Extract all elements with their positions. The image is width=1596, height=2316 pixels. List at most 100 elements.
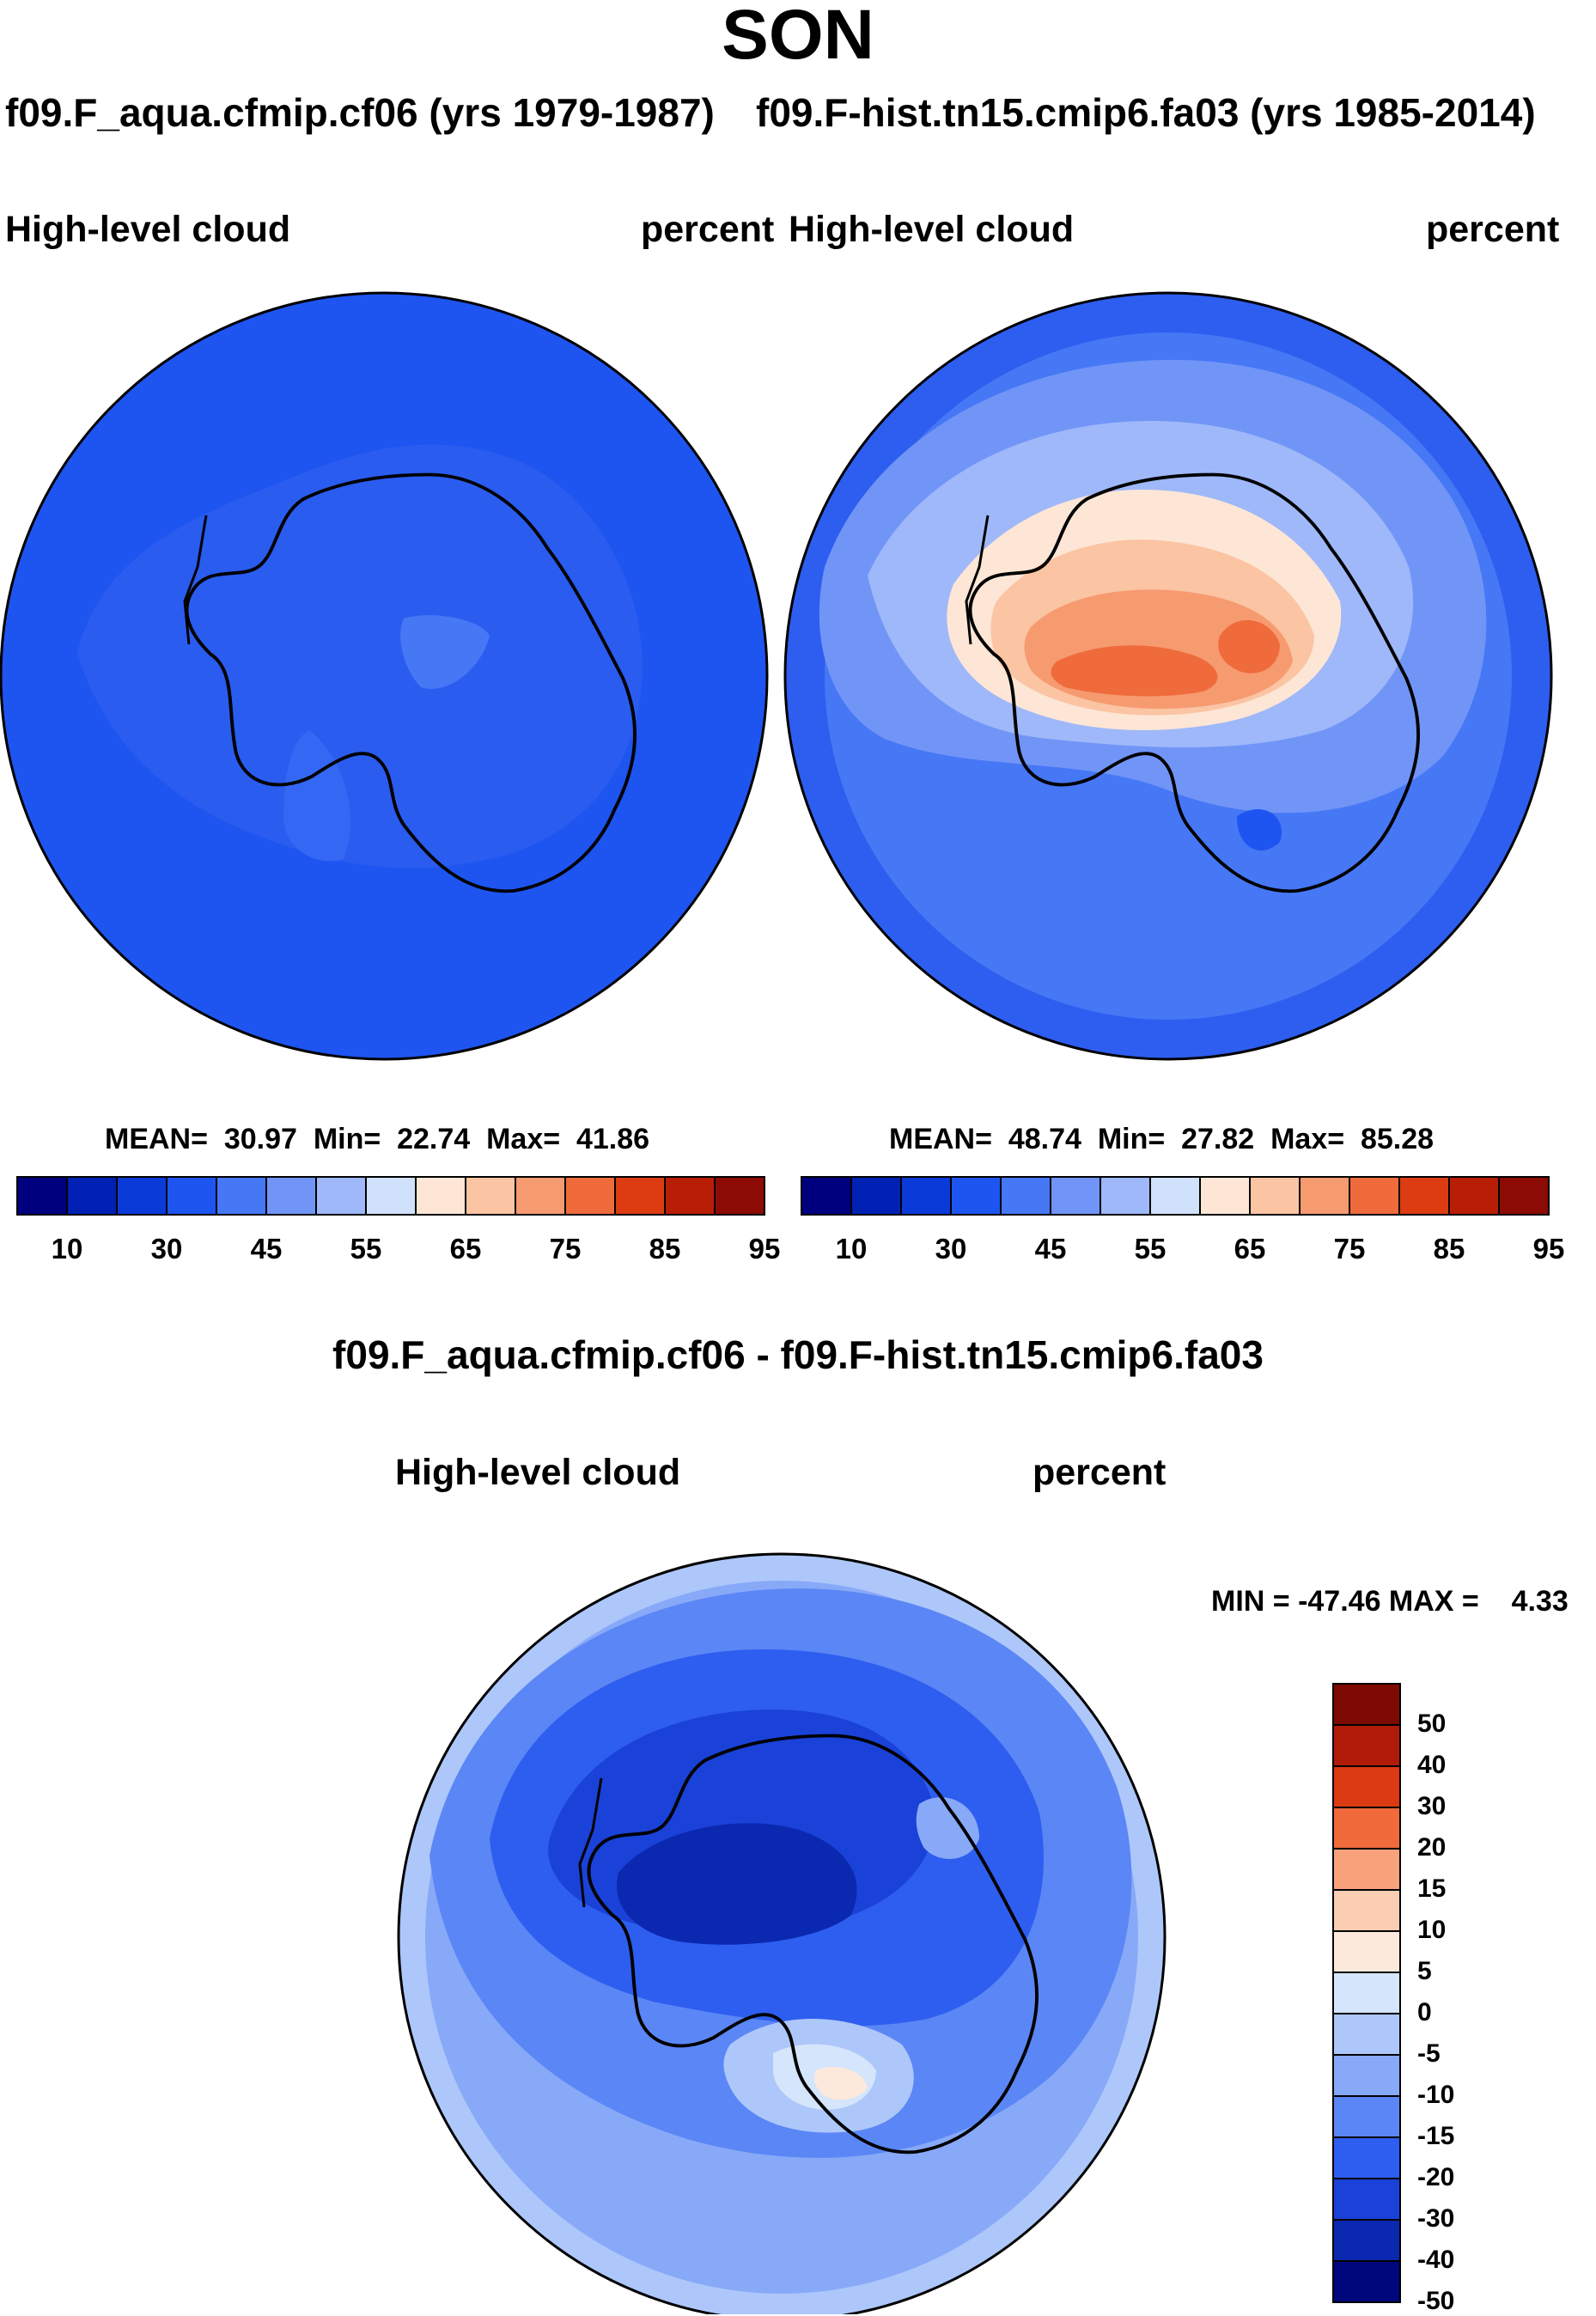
panel1-colorbar: [16, 1176, 765, 1216]
panel1-colorbar-swatch: [664, 1176, 716, 1216]
panel2-colorbar-swatch: [850, 1176, 902, 1216]
panel2-colorbar-swatch: [1448, 1176, 1500, 1216]
panel2-colorbar-tick-label: 10: [835, 1233, 868, 1265]
difference-colorbar-tick-label: -15: [1417, 2122, 1455, 2150]
panel2-colorbar-tick-label: 45: [1034, 1233, 1067, 1265]
difference-colorbar-tick-label: 50: [1417, 1710, 1447, 1738]
panel1-map: [0, 291, 769, 1061]
panel1-inner-band: [77, 444, 643, 868]
difference-units-label: percent: [1033, 1452, 1167, 1493]
difference-colorbar-swatch: [1332, 2260, 1401, 2303]
panel1-colorbar-swatch: [216, 1176, 267, 1216]
difference-colorbar-swatch: [1332, 1724, 1401, 1767]
panel1-colorbar-swatch: [465, 1176, 516, 1216]
panel1-interior-patch: [400, 615, 490, 689]
difference-title: f09.F_aqua.cfmip.cf06 - f09.F-hist.tn15.…: [332, 1332, 1264, 1377]
panel2-colorbar-swatch: [1349, 1176, 1400, 1216]
panel1-variable-label: High-level cloud: [5, 209, 291, 250]
panel2-colorbar-tick-label: 75: [1333, 1233, 1366, 1265]
panel1-colorbar-swatch: [515, 1176, 566, 1216]
difference-colorbar-tick-label: -20: [1417, 2163, 1455, 2191]
difference-colorbar-swatch: [1332, 1848, 1401, 1891]
panel2-colorbar-swatch: [900, 1176, 952, 1216]
panel2-colorbar-swatch: [1149, 1176, 1201, 1216]
panel2-units-label: percent: [1426, 209, 1560, 250]
difference-colorbar-swatch: [1332, 2054, 1401, 2097]
panel1-colorbar-swatch: [265, 1176, 317, 1216]
difference-colorbar-tick-label: -30: [1417, 2204, 1455, 2233]
difference-colorbar-tick-label: 10: [1417, 1916, 1447, 1944]
panel2-colorbar-swatch: [801, 1176, 852, 1216]
panel2-stats: MEAN= 48.74 Min= 27.82 Max= 85.28: [889, 1123, 1435, 1155]
difference-colorbar-swatch: [1332, 1889, 1401, 1932]
panel2-variable-label: High-level cloud: [789, 209, 1075, 250]
difference-peninsula-coast: [578, 1777, 603, 1908]
difference-colorbar-swatch: [1332, 1930, 1401, 1973]
panel2-case-label: f09.F-hist.tn15.cmip6.fa03 (yrs 1985-201…: [756, 90, 1536, 135]
panel2-colorbar-tick-label: 95: [1532, 1233, 1565, 1265]
panel2-colorbar-swatch: [1299, 1176, 1350, 1216]
difference-colorbar-swatch: [1332, 2095, 1401, 2138]
difference-colorbar-tick-label: 5: [1417, 1957, 1432, 1985]
difference-colorbar-swatch: [1332, 2013, 1401, 2056]
panel2-colorbar-swatch: [1498, 1176, 1550, 1216]
difference-colorbar: [1332, 1683, 1401, 2303]
difference-colorbar-tick-label: -40: [1417, 2246, 1455, 2274]
panel2-colorbar-swatch: [1398, 1176, 1450, 1216]
difference-minmax: MIN = -47.46 MAX = 4.33: [1211, 1585, 1569, 1618]
difference-map: [397, 1552, 1167, 2314]
difference-colorbar-tick-label: 40: [1417, 1751, 1447, 1779]
panel1-colorbar-swatch: [116, 1176, 168, 1216]
figure-title: SON: [722, 0, 874, 74]
difference-colorbar-tick-label: 20: [1417, 1833, 1447, 1862]
panel2-colorbar-tick-label: 55: [1134, 1233, 1167, 1265]
panel1-colorbar-tick-label: 95: [748, 1233, 781, 1265]
panel2-colorbar-swatch: [950, 1176, 1002, 1216]
panel2-low-patch: [1237, 808, 1282, 850]
panel2-map: [783, 291, 1553, 1061]
panel1-colorbar-tick-label: 45: [250, 1233, 283, 1265]
panel1-colorbar-tick-label: 85: [649, 1233, 681, 1265]
difference-colorbar-swatch: [1332, 1683, 1401, 1726]
panel1-colorbar-tick-label: 65: [449, 1233, 482, 1265]
difference-colorbar-tick-label: -5: [1417, 2039, 1441, 2068]
difference-colorbar-tick-label: 0: [1417, 1998, 1432, 2026]
panel1-units-label: percent: [641, 209, 775, 250]
difference-colorbar-swatch: [1332, 2219, 1401, 2262]
panel1-colorbar-swatch: [714, 1176, 765, 1216]
panel1-colorbar-swatch: [16, 1176, 68, 1216]
difference-colorbar-swatch: [1332, 2178, 1401, 2221]
panel2-colorbar-tick-label: 85: [1433, 1233, 1465, 1265]
difference-core: [617, 1823, 857, 1945]
panel1-case-label: f09.F_aqua.cfmip.cf06 (yrs 1979-1987): [5, 90, 715, 135]
panel1-colorbar-tick-label: 75: [549, 1233, 582, 1265]
difference-variable-label: High-level cloud: [395, 1452, 681, 1493]
panel1-peninsula-coast: [183, 515, 208, 645]
panel2-colorbar: [801, 1176, 1550, 1216]
panel2-colorbar-swatch: [1100, 1176, 1151, 1216]
panel1-stats: MEAN= 30.97 Min= 22.74 Max= 41.86: [105, 1123, 650, 1155]
panel2-warm-5: [1218, 619, 1280, 673]
difference-boundary: [397, 1552, 1167, 2314]
difference-colorbar-tick-label: 15: [1417, 1874, 1447, 1903]
difference-colorbar-swatch: [1332, 2136, 1401, 2179]
panel1-boundary: [0, 291, 769, 1061]
panel2-colorbar-swatch: [1000, 1176, 1051, 1216]
panel1-colorbar-tick-label: 55: [350, 1233, 382, 1265]
panel1-colorbar-swatch: [564, 1176, 616, 1216]
panel1-colorbar-tick-label: 10: [51, 1233, 83, 1265]
panel2-boundary: [783, 291, 1553, 1061]
difference-positive-patch: [814, 2067, 868, 2100]
panel2-colorbar-tick-label: 65: [1234, 1233, 1266, 1265]
panel2-colorbar-tick-label: 30: [935, 1233, 967, 1265]
difference-colorbar-swatch: [1332, 1807, 1401, 1850]
panel1-colorbar-swatch: [66, 1176, 118, 1216]
panel2-colorbar-swatch: [1050, 1176, 1101, 1216]
panel2-colorbar-swatch: [1199, 1176, 1251, 1216]
panel1-colorbar-swatch: [315, 1176, 367, 1216]
panel1-colorbar-tick-label: 30: [150, 1233, 183, 1265]
panel2-warm-4: [1051, 645, 1218, 697]
panel1-colorbar-swatch: [365, 1176, 417, 1216]
panel1-colorbar-swatch: [614, 1176, 666, 1216]
